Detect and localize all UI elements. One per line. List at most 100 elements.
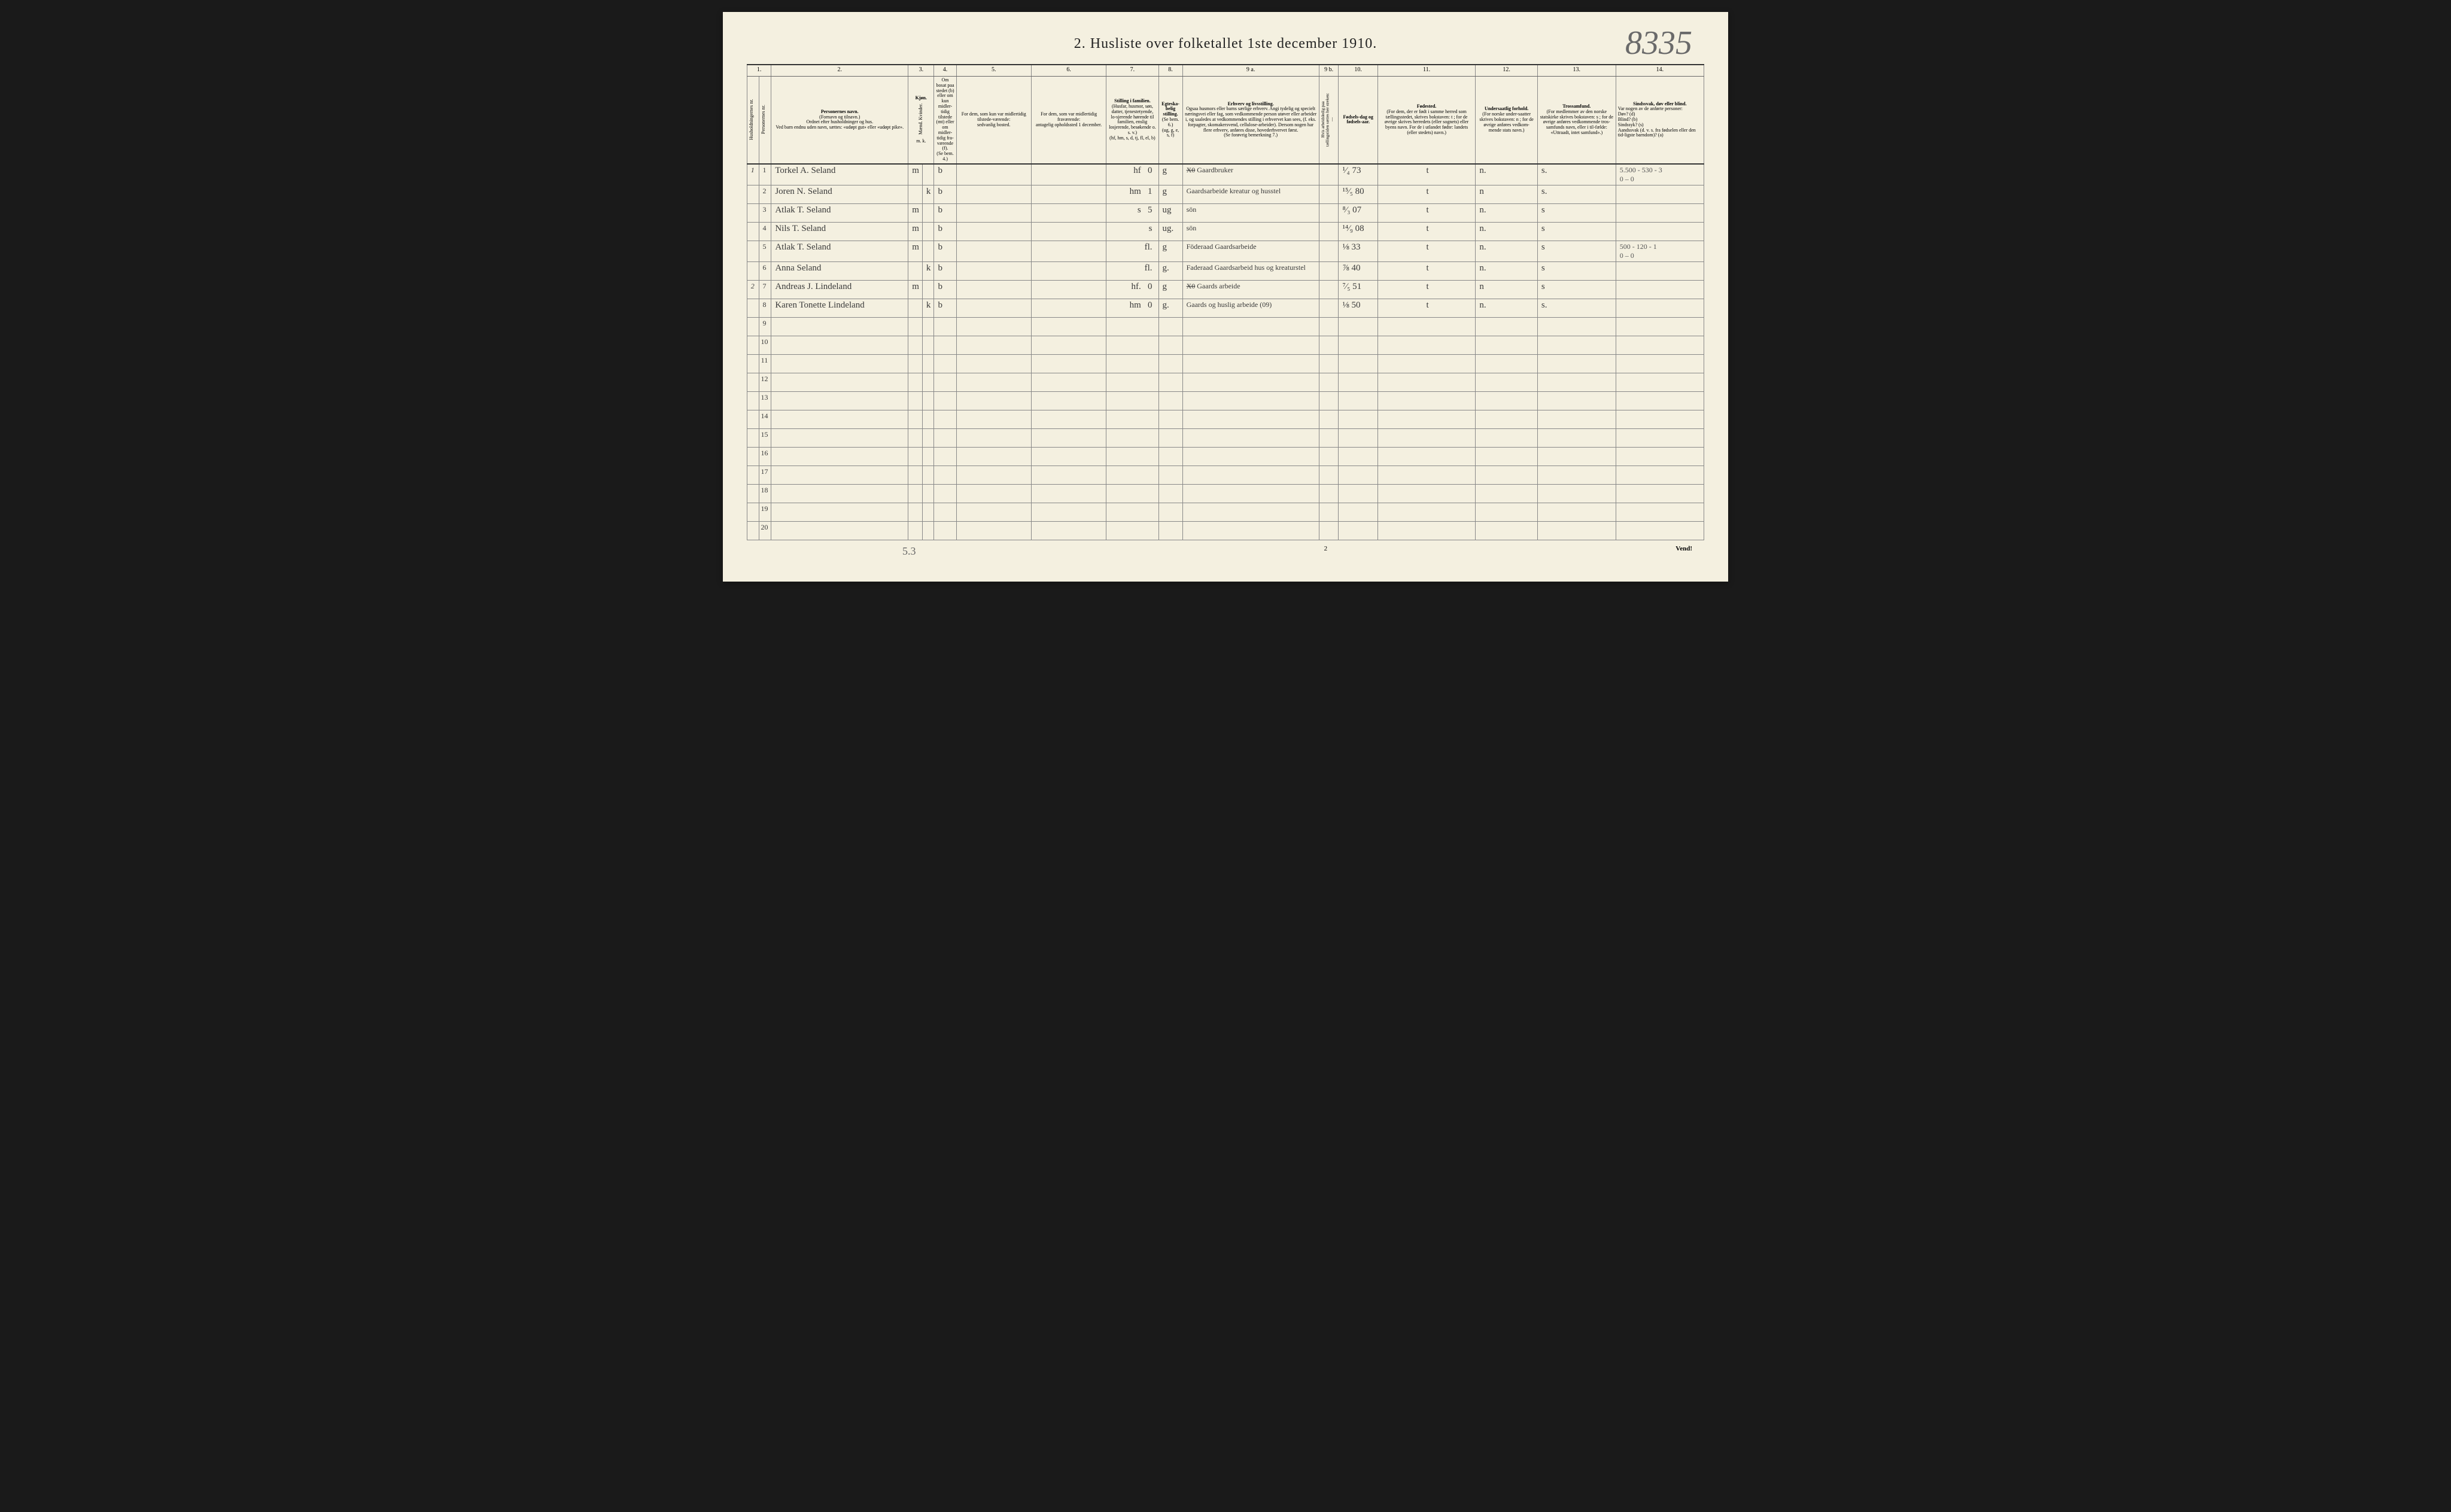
cell: t (1377, 185, 1476, 203)
cell (1319, 521, 1339, 540)
cell: g (1158, 241, 1182, 261)
colnum-10: 10. (1339, 65, 1377, 77)
cell (934, 428, 956, 447)
cell (1106, 410, 1158, 428)
cell (1031, 164, 1106, 185)
cell: g. (1158, 261, 1182, 280)
cell: 11 (759, 354, 771, 373)
cell (1106, 317, 1158, 336)
cell (1616, 299, 1704, 317)
cell (956, 185, 1031, 203)
cell: 9 (759, 317, 771, 336)
cell (1616, 484, 1704, 503)
cell: m (908, 222, 923, 241)
cell (747, 428, 759, 447)
cell (1031, 336, 1106, 354)
cell (747, 354, 759, 373)
cell (1182, 391, 1319, 410)
cell (1319, 373, 1339, 391)
cell (1158, 447, 1182, 466)
cell (1182, 336, 1319, 354)
cell (1182, 354, 1319, 373)
cell: hm 1 (1106, 185, 1158, 203)
table-row-empty: 19 (747, 503, 1704, 521)
cell: s (1537, 261, 1616, 280)
cell (1616, 503, 1704, 521)
cell: t (1377, 241, 1476, 261)
cell: m (908, 280, 923, 299)
table-row: 27Andreas J. Lindelandmbhf. 0gX0 Gaards … (747, 280, 1704, 299)
cell: 14 (759, 410, 771, 428)
hdr-fodsel: Fødsels-dag og fødsels-aar. (1339, 77, 1377, 164)
cell (956, 317, 1031, 336)
cell (922, 354, 934, 373)
cell (747, 391, 759, 410)
cell (1182, 466, 1319, 484)
cell: b (934, 185, 956, 203)
cell (1182, 428, 1319, 447)
footer-page-num: 2 (916, 545, 1676, 558)
cell: 20 (759, 521, 771, 540)
cell (1476, 391, 1538, 410)
cell (1476, 373, 1538, 391)
cell (747, 466, 759, 484)
cell (1106, 466, 1158, 484)
cell (956, 428, 1031, 447)
cell: k (922, 185, 934, 203)
column-number-row: 1. 2. 3. 4. 5. 6. 7. 8. 9 a. 9 b. 10. 11… (747, 65, 1704, 77)
cell (922, 391, 934, 410)
cell: g. (1158, 299, 1182, 317)
cell (922, 203, 934, 222)
cell (1031, 410, 1106, 428)
cell (1476, 466, 1538, 484)
hdr-kjon: Kjøn. Mænd. Kvinder. m. k. (908, 77, 934, 164)
cell: ⁷⁄₅ 51 (1339, 280, 1377, 299)
footer: 5.3 2 Vend! (747, 545, 1704, 558)
cell: 16 (759, 447, 771, 466)
cell (1319, 447, 1339, 466)
cell (908, 185, 923, 203)
colnum-7: 7. (1106, 65, 1158, 77)
cell: s. (1537, 299, 1616, 317)
cell (934, 447, 956, 466)
person-number: 3 (759, 203, 771, 222)
cell: ⅛ 33 (1339, 241, 1377, 261)
cell: X0 Gaardbruker (1182, 164, 1319, 185)
person-number: 5 (759, 241, 771, 261)
cell: 19 (759, 503, 771, 521)
cell (1319, 222, 1339, 241)
cell: n. (1476, 261, 1538, 280)
cell (1377, 484, 1476, 503)
cell (922, 484, 934, 503)
cell: hf 0 (1106, 164, 1158, 185)
cell (1616, 336, 1704, 354)
cell (1031, 521, 1106, 540)
cell (771, 503, 908, 521)
cell (1182, 503, 1319, 521)
cell (747, 241, 759, 261)
cell: Andreas J. Lindeland (771, 280, 908, 299)
table-row-empty: 11 (747, 354, 1704, 373)
cell (956, 299, 1031, 317)
cell: Atlak T. Seland (771, 241, 908, 261)
table-body: 11Torkel A. Selandmbhf 0gX0 Gaardbruker¹… (747, 164, 1704, 540)
cell (934, 336, 956, 354)
page-number-handwritten: 8335 (1625, 24, 1692, 62)
cell (1377, 391, 1476, 410)
cell (1031, 261, 1106, 280)
cell (908, 354, 923, 373)
cell (1537, 447, 1616, 466)
cell: Karen Tonette Lindeland (771, 299, 908, 317)
cell (1319, 354, 1339, 373)
table-row-empty: 18 (747, 484, 1704, 503)
cell: n (1476, 185, 1538, 203)
cell (956, 484, 1031, 503)
cell: b (934, 203, 956, 222)
hdr-navn: Personernes navn. (Fornavn og tilnavn.) … (771, 77, 908, 164)
cell (1339, 503, 1377, 521)
cell (747, 484, 759, 503)
table-row: 8Karen Tonette Lindelandkbhm 0g.Gaards o… (747, 299, 1704, 317)
cell (908, 428, 923, 447)
cell (1616, 373, 1704, 391)
cell: t (1377, 280, 1476, 299)
